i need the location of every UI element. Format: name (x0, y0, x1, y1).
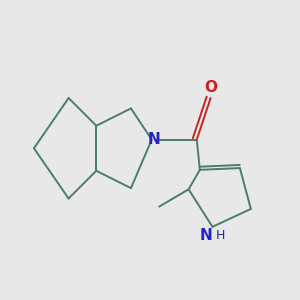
Text: H: H (215, 229, 225, 242)
Text: N: N (148, 132, 161, 147)
Text: O: O (204, 80, 217, 95)
Text: N: N (200, 228, 213, 243)
